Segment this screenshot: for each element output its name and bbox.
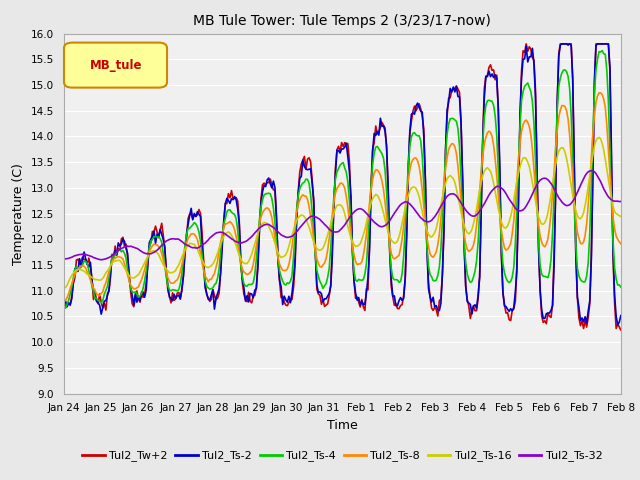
Title: MB Tule Tower: Tule Temps 2 (3/23/17-now): MB Tule Tower: Tule Temps 2 (3/23/17-now…	[193, 14, 492, 28]
FancyBboxPatch shape	[64, 43, 167, 87]
Text: MB_tule: MB_tule	[90, 59, 142, 72]
Y-axis label: Temperature (C): Temperature (C)	[12, 163, 26, 264]
X-axis label: Time: Time	[327, 419, 358, 432]
Legend: Tul2_Tw+2, Tul2_Ts-2, Tul2_Ts-4, Tul2_Ts-8, Tul2_Ts-16, Tul2_Ts-32: Tul2_Tw+2, Tul2_Ts-2, Tul2_Ts-4, Tul2_Ts…	[78, 446, 607, 466]
